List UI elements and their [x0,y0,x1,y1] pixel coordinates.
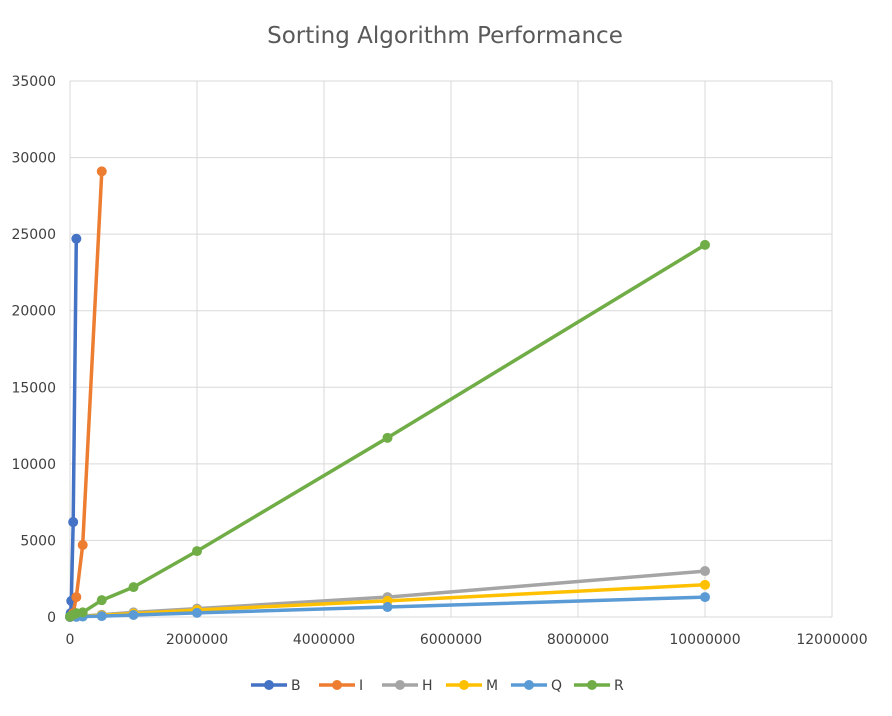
y-tick-label: 35000 [11,74,56,90]
data-point [700,239,710,250]
data-point [382,602,393,613]
data-point [128,610,139,621]
data-point [382,432,393,443]
legend-marker [459,680,469,690]
series-line-r [69,243,706,619]
legend-marker [264,680,274,690]
x-tick-label: 2000000 [166,632,228,648]
y-tick-label: 15000 [11,380,56,396]
y-tick-label: 10000 [11,457,56,473]
legend-label: R [614,678,624,694]
data-point [700,592,710,603]
x-tick-label: 12000000 [796,632,867,648]
legend-item-m: M [446,678,498,694]
data-point [71,233,82,244]
x-tick-label: 4000000 [293,632,355,648]
x-tick-label: 8000000 [547,632,609,648]
legend-marker [332,680,342,690]
data-point [192,546,202,557]
legend-item-b: B [251,678,301,694]
y-tick-label: 20000 [11,304,56,320]
data-point [68,517,79,528]
data-point [77,540,88,551]
legend-marker [524,680,534,690]
legend-label: H [422,678,433,694]
legend-label: Q [551,678,562,694]
series-group [65,166,710,622]
legend-marker [587,680,597,690]
legend-item-i: I [319,678,363,694]
x-tick-label: 6000000 [420,632,482,648]
data-point [192,607,202,618]
legend-marker [395,680,405,690]
x-axis-tick-labels: 0 2000000 4000000 6000000 8000000 10000000 120… [66,632,868,648]
legend-label: B [291,678,301,694]
legend-item-r: R [574,678,624,694]
data-point [71,592,82,603]
y-tick-label: 0 [47,610,56,626]
data-point [128,582,139,593]
data-point [96,595,107,606]
legend-item-q: Q [511,678,562,694]
y-axis-tick-labels: 0 5000 10000 15000 20000 25000 30000 35000 [11,74,56,626]
chart-title: Sorting Algorithm Performance [267,23,623,49]
x-tick-label: 0 [66,632,75,648]
data-point [700,566,710,577]
data-point [96,611,107,622]
series-r [65,239,710,622]
data-point [77,607,88,618]
x-tick-label: 10000000 [669,632,740,648]
series-line-b [68,238,79,618]
y-tick-label: 30000 [11,151,56,167]
y-tick-label: 25000 [11,227,56,243]
legend-item-h: H [382,678,433,694]
data-point [96,166,107,177]
data-point [700,579,710,590]
legend-label: I [359,678,363,694]
y-tick-label: 5000 [20,533,56,549]
legend-label: M [486,678,498,694]
gridlines [69,80,833,618]
